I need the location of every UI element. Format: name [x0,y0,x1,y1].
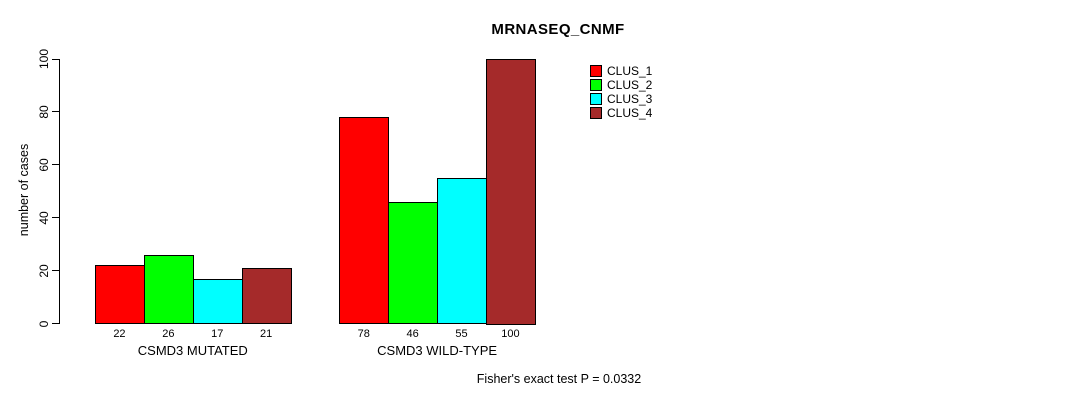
bar-clus_1-group2 [339,117,390,325]
bar-clus_1-group1 [95,265,145,325]
legend-item-clus_4: CLUS_4 [590,106,652,120]
y-axis-tick [52,323,60,324]
y-axis-tick-label: 100 [37,48,51,70]
legend-item-clus_2: CLUS_2 [590,78,652,92]
y-axis-tick-label: 80 [37,105,51,119]
bar-value-label: 21 [260,328,273,340]
legend-label: CLUS_2 [607,78,653,92]
bar-value-label: 17 [211,328,224,340]
bar-clus_2-group1 [143,254,194,325]
y-axis-tick [52,58,60,60]
bar-value-label: 46 [406,328,419,340]
legend-label: CLUS_3 [607,92,653,106]
y-axis-label: number of cases [17,143,31,237]
bar-clus_4-group1 [241,267,292,325]
bar-clus_4-group2 [486,59,536,325]
bar-value-label: 22 [113,328,126,340]
legend-label: CLUS_4 [607,106,653,120]
bar-value-label: 100 [501,328,520,340]
y-axis-tick [52,217,60,219]
legend-swatch-icon [590,79,602,91]
legend: CLUS_1 CLUS_2 CLUS_3 CLUS_4 [590,64,652,120]
y-axis-tick [52,164,60,166]
category-label: CSMD3 MUTATED [137,343,248,358]
category-label: CSMD3 WILD-TYPE [377,343,498,358]
legend-swatch-icon [590,93,602,105]
bar-clus_3-group2 [437,178,487,325]
legend-item-clus_1: CLUS_1 [590,64,652,78]
bar-value-label: 26 [162,328,175,340]
y-axis-tick [52,270,60,272]
bar-clus_3-group1 [192,278,243,325]
bar-value-label: 55 [455,328,468,340]
y-axis-tick-label: 0 [37,320,51,327]
y-axis-tick-label: 20 [37,263,51,278]
legend-swatch-icon [590,107,602,119]
legend-item-clus_3: CLUS_3 [590,92,652,106]
chart-title: MRNASEQ_CNMF [491,21,625,38]
y-axis-tick [52,111,60,113]
legend-swatch-icon [590,65,602,77]
bar-value-label: 78 [357,328,370,340]
y-axis-tick-label: 40 [37,211,51,225]
fisher-test-annotation: Fisher's exact test P = 0.0332 [476,372,642,386]
legend-label: CLUS_1 [607,64,653,78]
bar-clus_2-group2 [388,201,439,325]
y-axis-line [59,59,60,324]
y-axis-tick-label: 60 [37,158,51,172]
